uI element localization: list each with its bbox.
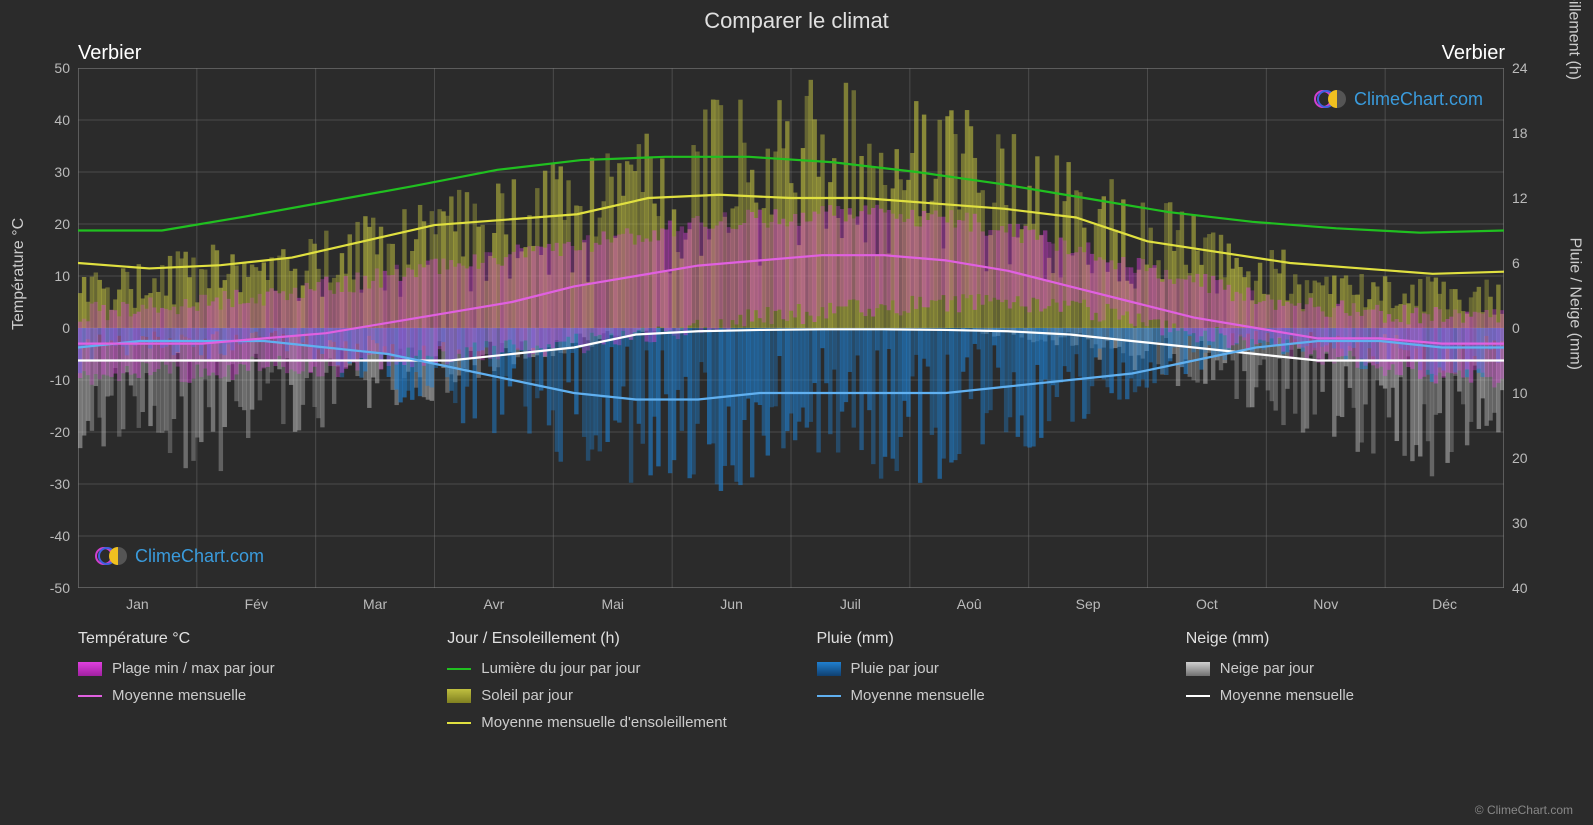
- plot-area: 50403020100-10-20-30-40-5024181260102030…: [78, 68, 1504, 588]
- y-tick-right: 40: [1512, 580, 1528, 596]
- legend-rain: Pluie (mm) Pluie par jour Moyenne mensue…: [817, 630, 1146, 741]
- y-tick-left: -20: [50, 424, 70, 440]
- chart-container: Comparer le climat Verbier Verbier Tempé…: [0, 0, 1593, 825]
- x-tick: Aoû: [957, 596, 982, 612]
- y-tick-left: 10: [54, 268, 70, 284]
- x-tick: Avr: [484, 596, 505, 612]
- swatch-temp-avg: [78, 695, 102, 697]
- y-tick-right: 18: [1512, 125, 1528, 141]
- y-tick-left: 0: [62, 320, 70, 336]
- chart-title: Comparer le climat: [0, 0, 1593, 34]
- swatch-rain: [817, 662, 841, 676]
- brand-text: ClimeChart.com: [1354, 89, 1483, 110]
- y-tick-left: 40: [54, 112, 70, 128]
- y-tick-right: 20: [1512, 450, 1528, 466]
- plot-svg: [78, 68, 1504, 588]
- y-axis-right-top-label: Jour / Ensoleillement (h): [1565, 0, 1583, 80]
- location-left: Verbier: [78, 42, 141, 65]
- y-axis-left-label: Température °C: [10, 218, 28, 330]
- x-tick: Oct: [1196, 596, 1218, 612]
- swatch-sun-avg: [447, 722, 471, 724]
- x-tick: Déc: [1432, 596, 1457, 612]
- brand-logo-bottom: ClimeChart.com: [95, 545, 264, 567]
- y-tick-left: 50: [54, 60, 70, 76]
- y-tick-right: 24: [1512, 60, 1528, 76]
- x-tick: Jan: [126, 596, 149, 612]
- swatch-rain-avg: [817, 695, 841, 697]
- y-tick-right: 30: [1512, 515, 1528, 531]
- legend-snow: Neige (mm) Neige par jour Moyenne mensue…: [1186, 630, 1515, 741]
- y-tick-left: -40: [50, 528, 70, 544]
- legend: Température °C Plage min / max par jour …: [78, 630, 1515, 741]
- swatch-temp-range: [78, 662, 102, 676]
- y-tick-left: 30: [54, 164, 70, 180]
- y-tick-left: -10: [50, 372, 70, 388]
- copyright: © ClimeChart.com: [1475, 803, 1573, 817]
- swatch-snow-avg: [1186, 695, 1210, 697]
- y-tick-left: 20: [54, 216, 70, 232]
- legend-temp: Température °C Plage min / max par jour …: [78, 630, 407, 741]
- brand-text: ClimeChart.com: [135, 546, 264, 567]
- location-right: Verbier: [1442, 42, 1505, 65]
- x-tick: Mai: [601, 596, 624, 612]
- x-tick: Juil: [840, 596, 861, 612]
- x-tick: Sep: [1076, 596, 1101, 612]
- legend-daylight: Jour / Ensoleillement (h) Lumière du jou…: [447, 630, 776, 741]
- brand-icon: [95, 545, 129, 567]
- y-tick-right: 6: [1512, 255, 1520, 271]
- x-tick: Fév: [245, 596, 268, 612]
- swatch-sun: [447, 689, 471, 703]
- swatch-snow: [1186, 662, 1210, 676]
- x-tick: Jun: [720, 596, 743, 612]
- swatch-daylight: [447, 668, 471, 670]
- x-tick: Mar: [363, 596, 387, 612]
- brand-icon: [1314, 88, 1348, 110]
- brand-logo-top: ClimeChart.com: [1314, 88, 1483, 110]
- y-tick-right: 0: [1512, 320, 1520, 336]
- y-tick-left: -30: [50, 476, 70, 492]
- y-axis-right-bottom-label: Pluie / Neige (mm): [1565, 238, 1583, 370]
- y-tick-left: -50: [50, 580, 70, 596]
- y-tick-right: 12: [1512, 190, 1528, 206]
- y-tick-right: 10: [1512, 385, 1528, 401]
- x-tick: Nov: [1313, 596, 1338, 612]
